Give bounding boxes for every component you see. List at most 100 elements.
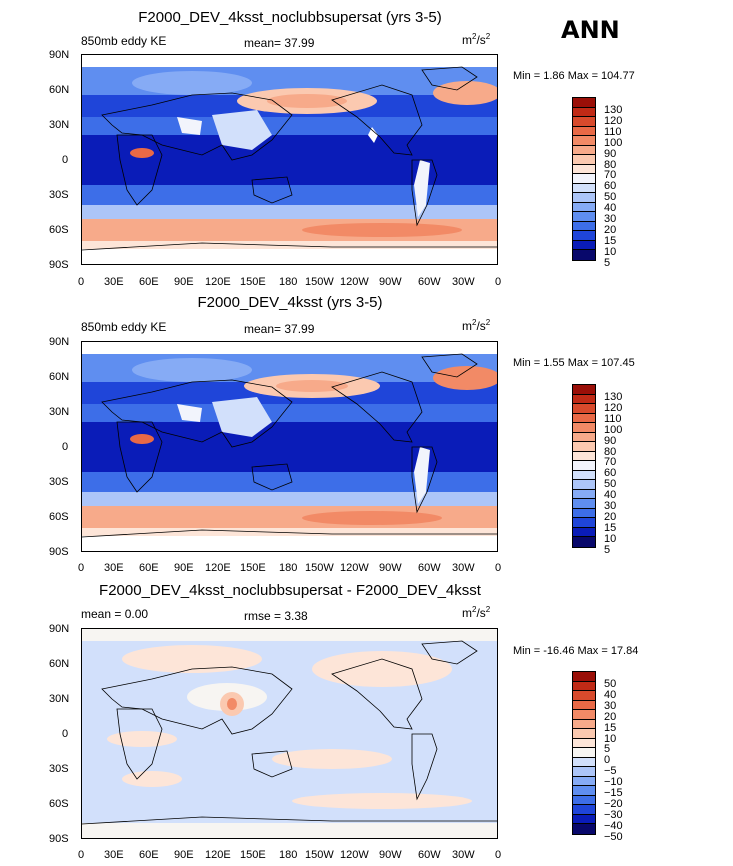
colorbar-label: 10 <box>604 532 617 545</box>
colorbar-swatch <box>573 423 595 433</box>
panel-2-north-atlantic-storm-track <box>433 366 497 390</box>
panel-3-ytick: 90N <box>49 623 70 635</box>
colorbar-label: 40 <box>604 489 617 502</box>
panel-3-ytick: 60S <box>49 798 69 810</box>
colorbar-label: −20 <box>604 797 623 810</box>
panel-3-ytick: 90S <box>49 833 69 845</box>
panel-2-xtick: 60E <box>139 562 159 574</box>
panel-1-mean-label: mean= 37.99 <box>244 36 315 50</box>
panel-3-title: F2000_DEV_4ksst_noclubbsupersat - F2000_… <box>99 582 481 599</box>
colorbar-label: 120 <box>604 401 623 414</box>
colorbar-swatch <box>573 155 595 165</box>
colorbar-swatch <box>573 385 595 395</box>
colorbar-swatch <box>573 729 595 739</box>
colorbar-swatch <box>573 126 595 137</box>
colorbar-swatch <box>573 212 595 222</box>
panel-1-xtick: 150E <box>240 276 266 288</box>
colorbar-swatch <box>573 250 595 260</box>
colorbar-swatch <box>573 700 595 711</box>
colorbar-swatch <box>573 681 595 692</box>
colorbar-swatch <box>573 432 595 443</box>
colorbar-swatch <box>573 508 595 519</box>
season-label: ANN <box>561 16 620 44</box>
colorbar-label: 10 <box>604 245 617 258</box>
colorbar-label: 70 <box>604 169 617 182</box>
panel-2-ytick: 90N <box>49 336 70 348</box>
colorbar-swatch <box>573 404 595 414</box>
panel-3-xtick: 180 <box>279 849 298 861</box>
colorbar-swatch <box>573 183 595 194</box>
panel-2-xtick: 0 <box>495 562 502 574</box>
panel-3-xtick: 30E <box>104 849 124 861</box>
panel-2-xtick: 150E <box>240 562 266 574</box>
colorbar-swatch <box>573 145 595 156</box>
colorbar-swatch <box>573 719 595 730</box>
colorbar-swatch <box>573 202 595 213</box>
colorbar-swatch <box>573 193 595 203</box>
panel-2-xtick: 120E <box>205 562 231 574</box>
colorbar-label: 30 <box>604 213 617 225</box>
panel-1-map <box>81 54 498 265</box>
panel-1-xtick: 0 <box>78 276 85 288</box>
panel-1-ytick: 0 <box>62 154 69 166</box>
colorbar-label: 100 <box>604 136 623 149</box>
colorbar-label: 30 <box>604 500 617 512</box>
panel-3-mean-label: mean = 0.00 <box>81 607 149 621</box>
panel-3-ytick: 30S <box>49 763 69 775</box>
colorbar-swatch <box>573 814 595 825</box>
colorbar-swatch <box>573 461 595 471</box>
colorbar-swatch <box>573 824 595 834</box>
colorbar-label: 80 <box>604 158 617 171</box>
panel-2-xtick: 150W <box>305 562 334 574</box>
colorbar-label: 90 <box>604 434 617 447</box>
panel-3-map <box>81 628 498 839</box>
colorbar-label: −50 <box>604 830 623 843</box>
panel-2-xtick: 30W <box>452 562 475 574</box>
colorbar-swatch <box>573 786 595 796</box>
colorbar-swatch <box>573 518 595 528</box>
panel-2-xtick: 180 <box>279 562 298 574</box>
colorbar-swatch <box>573 738 595 749</box>
colorbar-label: 60 <box>604 180 617 193</box>
colorbar-label: 20 <box>604 510 617 523</box>
colorbar-label: 100 <box>604 423 623 436</box>
panel-2-ytick: 90S <box>49 546 69 558</box>
panel-2-units: m2/s2 <box>462 318 491 333</box>
colorbar-swatch <box>573 221 595 232</box>
colorbar-label: −15 <box>604 787 623 799</box>
colorbar-swatch <box>573 107 595 118</box>
colorbar-swatch <box>573 767 595 777</box>
colorbar-swatch <box>573 672 595 682</box>
panel-1-xtick: 90E <box>174 276 194 288</box>
panel-1-left-label: 850mb eddy KE <box>81 34 167 48</box>
colorbar-label: 20 <box>604 223 617 236</box>
panel-1-title: F2000_DEV_4ksst_noclubbsupersat (yrs 3-5… <box>138 9 442 26</box>
panel-3-minmax: Min = -16.46 Max = 17.84 <box>513 645 639 657</box>
colorbar-label: 110 <box>604 125 622 138</box>
panel-2-left-label: 850mb eddy KE <box>81 320 167 334</box>
colorbar-label: 10 <box>604 732 617 745</box>
panel-3-xtick: 90W <box>379 849 402 861</box>
colorbar-label: 15 <box>604 721 617 734</box>
panel-3-xtick: 30W <box>452 849 475 861</box>
colorbar-swatch <box>573 164 595 175</box>
panel-3-xtick: 0 <box>78 849 85 861</box>
panel-2-ytick: 60S <box>49 511 69 523</box>
panel-2-xtick: 90W <box>379 562 402 574</box>
panel-2-xtick: 30E <box>104 562 124 574</box>
panel-1-ytick: 60N <box>49 84 70 96</box>
panel-1-colorbar <box>572 97 596 261</box>
panel-3-xtick: 120E <box>205 849 231 861</box>
colorbar-swatch <box>573 805 595 815</box>
colorbar-label: 120 <box>604 114 623 127</box>
panel-1-ytick: 30N <box>49 119 70 131</box>
colorbar-label: −40 <box>604 819 623 832</box>
panel-1-ytick: 90S <box>49 259 69 271</box>
panel-3-ytick: 0 <box>62 728 69 740</box>
colorbar-label: 80 <box>604 445 617 458</box>
panel-1-xtick: 30E <box>104 276 124 288</box>
panel-2-minmax: Min = 1.55 Max = 107.45 <box>513 357 635 369</box>
colorbar-label: 90 <box>604 147 617 160</box>
panel-2-field <box>82 342 497 551</box>
colorbar-swatch <box>573 691 595 701</box>
